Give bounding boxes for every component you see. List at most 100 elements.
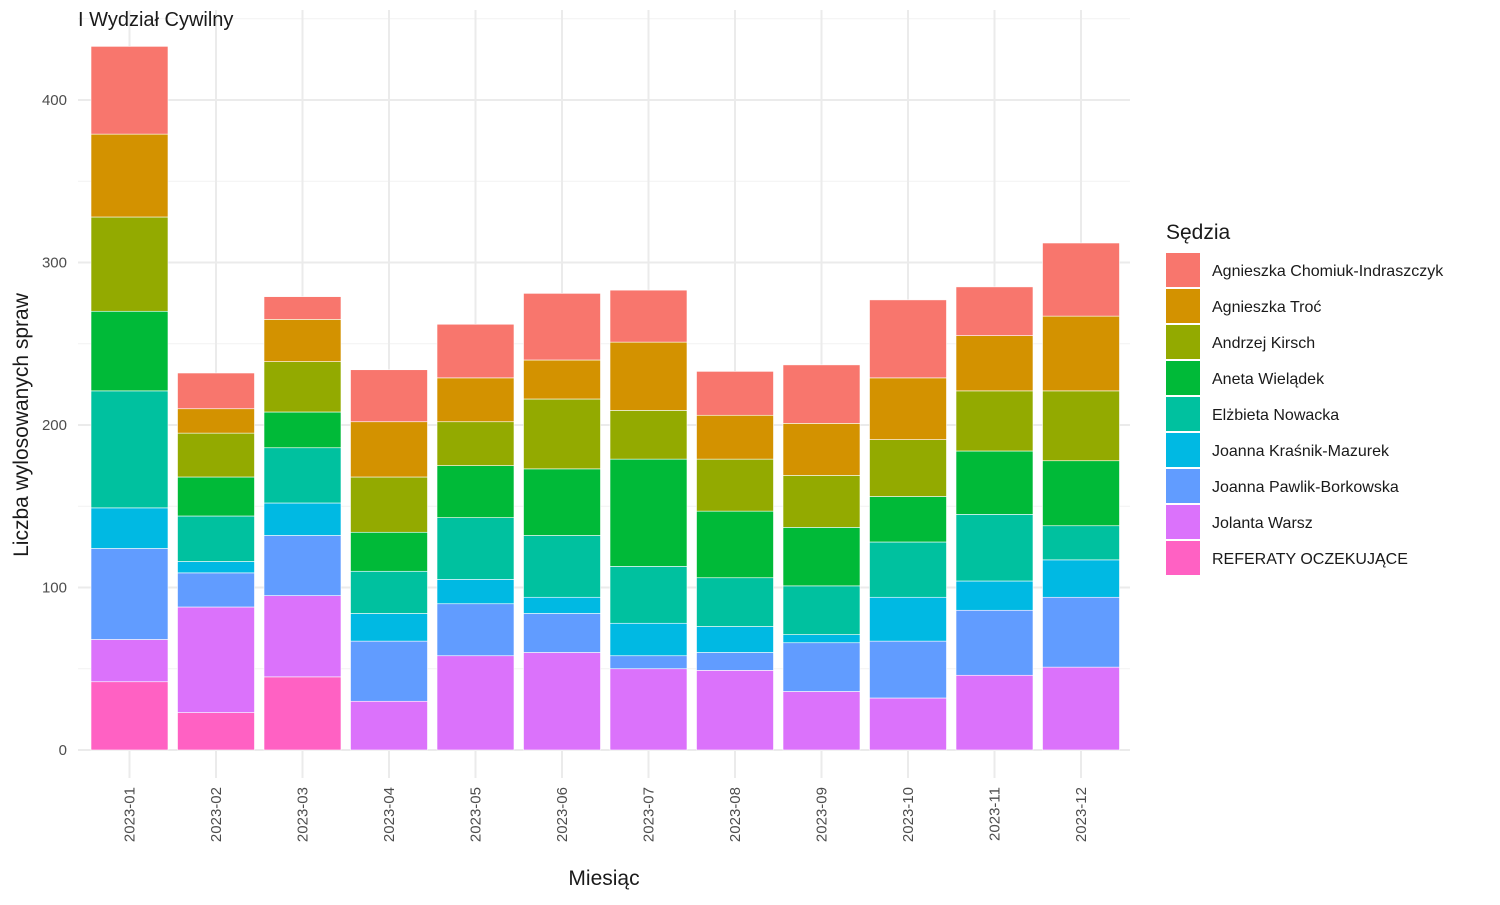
bar-segment xyxy=(1042,596,1120,668)
legend-label: Joanna Kraśnik-Mazurek xyxy=(1212,443,1390,460)
legend-label: Andrzej Kirsch xyxy=(1212,335,1315,352)
legend-swatch xyxy=(1166,469,1200,503)
x-tick-label: 2023-09 xyxy=(814,787,831,842)
bar-segment xyxy=(177,408,255,434)
bar-segment xyxy=(869,596,947,642)
legend: Sędzia Agnieszka Chomiuk-Indraszczyk Agni… xyxy=(1166,221,1444,575)
bar-segment xyxy=(177,712,255,751)
bar-segment xyxy=(436,377,515,423)
bar-segment xyxy=(782,475,861,528)
legend-swatch xyxy=(1166,433,1200,467)
bar-segment xyxy=(696,371,774,416)
bar-segment xyxy=(523,535,601,598)
bar-segment xyxy=(263,319,342,362)
bar-segment xyxy=(523,652,601,751)
bar-segment xyxy=(609,410,688,460)
x-tick-label: 2023-08 xyxy=(727,787,744,842)
bar-segment xyxy=(177,476,255,517)
bar-segment xyxy=(263,296,342,320)
bar-segment xyxy=(1042,242,1120,317)
bar-segment xyxy=(350,700,428,751)
bar-segment xyxy=(955,450,1034,515)
bar-segment xyxy=(263,502,342,536)
y-axis-ticks: 0 100 200 300 400 xyxy=(42,92,67,759)
bar-segment xyxy=(177,372,255,410)
bar-segment xyxy=(869,640,947,699)
bar-segment xyxy=(696,510,774,579)
bar-segment xyxy=(955,580,1034,611)
bar-segment xyxy=(869,299,947,379)
bars xyxy=(90,46,1120,751)
bar-segment xyxy=(90,639,169,683)
legend-label: REFERATY OCZEKUJĄCE xyxy=(1212,551,1408,568)
bar-segment xyxy=(436,323,515,379)
bar-segment xyxy=(90,216,169,312)
bar-segment xyxy=(90,681,169,751)
legend-label: Jolanta Warsz xyxy=(1212,515,1313,532)
y-tick-label: 100 xyxy=(42,580,67,597)
bar-segment xyxy=(350,570,428,614)
x-tick-label: 2023-11 xyxy=(987,787,1004,841)
bar-segment xyxy=(523,468,601,536)
x-tick-label: 2023-01 xyxy=(122,787,139,842)
bar-segment xyxy=(177,515,255,562)
y-tick-label: 200 xyxy=(42,417,67,434)
bar-segment xyxy=(523,293,601,361)
bar-segment xyxy=(1042,666,1120,751)
bar-segment xyxy=(782,585,861,635)
bar-segment xyxy=(350,531,428,572)
x-tick-label: 2023-05 xyxy=(468,787,485,842)
bar-segment xyxy=(609,668,688,751)
bar-segment xyxy=(523,596,601,614)
legend-label: Elżbieta Nowacka xyxy=(1212,407,1339,424)
bar-segment xyxy=(436,579,515,605)
x-tick-label: 2023-12 xyxy=(1073,787,1090,842)
bar-segment xyxy=(177,432,255,478)
bar-segment xyxy=(1042,460,1120,527)
bar-segment xyxy=(90,133,169,218)
bar-segment xyxy=(696,652,774,671)
x-tick-label: 2023-10 xyxy=(900,787,917,842)
x-tick-label: 2023-04 xyxy=(381,787,398,842)
bar-segment xyxy=(869,496,947,543)
bar-segment xyxy=(350,613,428,642)
legend-label: Aneta Wielądek xyxy=(1212,371,1325,388)
y-tick-label: 300 xyxy=(42,255,67,272)
bar-segment xyxy=(696,670,774,751)
bar-segment xyxy=(955,609,1034,676)
bar-segment xyxy=(609,458,688,567)
bar-segment xyxy=(436,421,515,466)
bar-segment xyxy=(782,364,861,424)
bar-segment xyxy=(263,361,342,413)
legend-label: Agnieszka Troć xyxy=(1212,299,1321,316)
legend-swatch xyxy=(1166,253,1200,287)
bar-segment xyxy=(782,527,861,587)
x-tick-label: 2023-06 xyxy=(554,787,571,842)
bar-segment xyxy=(1042,525,1120,561)
bar-segment xyxy=(177,561,255,574)
bar-segment xyxy=(609,655,688,670)
bar-segment xyxy=(523,359,601,400)
bar-segment xyxy=(782,691,861,751)
bar-segment xyxy=(436,465,515,518)
legend-swatch xyxy=(1166,325,1200,359)
bar-segment xyxy=(1042,559,1120,598)
bar-segment xyxy=(90,46,169,135)
bar-segment xyxy=(955,674,1034,751)
bar-segment xyxy=(436,655,515,751)
bar-segment xyxy=(955,286,1034,336)
y-tick-label: 0 xyxy=(59,742,67,759)
x-axis-title: Miesiąc xyxy=(568,867,639,890)
bar-segment xyxy=(436,517,515,580)
bar-segment xyxy=(869,697,947,751)
bar-segment xyxy=(869,439,947,497)
bar-segment xyxy=(263,535,342,596)
bar-segment xyxy=(782,642,861,692)
bar-segment xyxy=(177,606,255,713)
legend-swatch xyxy=(1166,397,1200,431)
bar-segment xyxy=(955,335,1034,392)
bar-segment xyxy=(609,622,688,657)
bar-segment xyxy=(263,676,342,751)
